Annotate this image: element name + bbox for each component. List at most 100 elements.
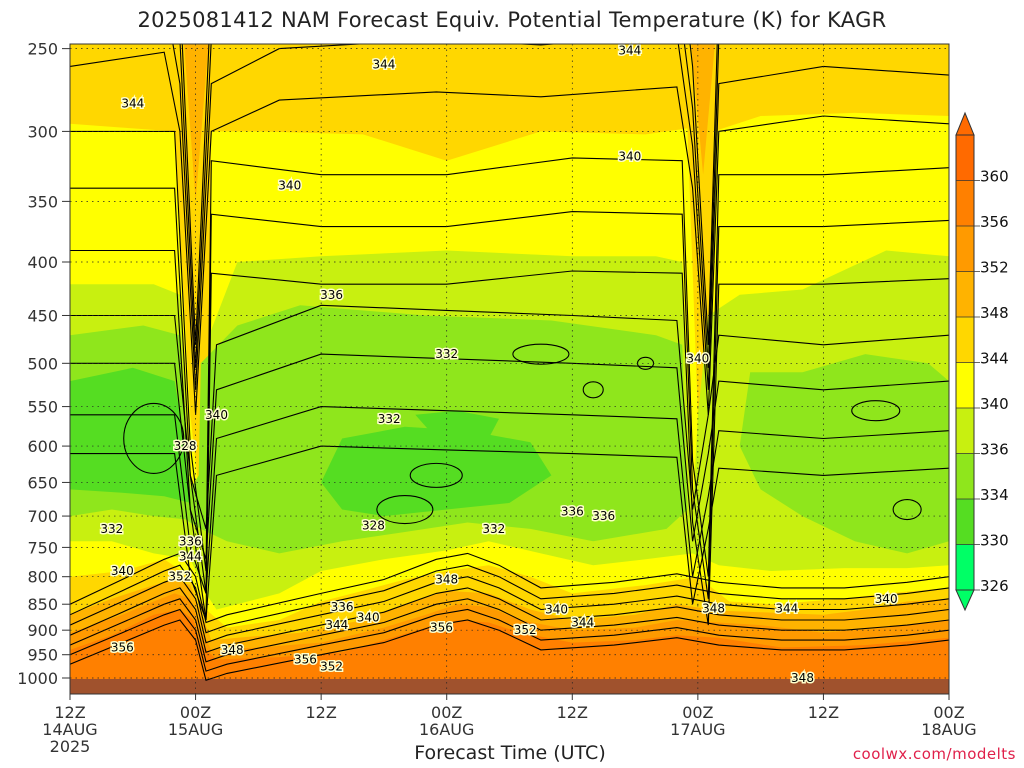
colorbar-swatch <box>956 499 974 545</box>
contour-upper-1 <box>179 44 720 368</box>
contour-label: 344 <box>121 96 144 110</box>
contour-cell-4 <box>851 400 901 422</box>
y-tick-label: 350 <box>27 192 58 211</box>
y-tick-label: 850 <box>27 595 58 614</box>
contour-label: 340 <box>357 610 380 624</box>
credit-link[interactable]: coolwx.com/modelts <box>852 745 1016 763</box>
contour-label: 348 <box>702 601 725 615</box>
chart-title: 2025081412 NAM Forecast Equiv. Potential… <box>137 8 887 32</box>
contour-label: 332 <box>100 522 123 536</box>
x-tick-label: 12Z <box>54 703 85 722</box>
y-tick-label: 400 <box>27 253 58 272</box>
contour-pbl-6 <box>70 619 949 682</box>
colorbar-swatch <box>956 135 974 181</box>
contour-label: 344 <box>571 616 594 630</box>
x-tick-label: 00Z <box>180 703 211 722</box>
contour-line-layer <box>70 44 949 682</box>
y-tick-label: 300 <box>27 122 58 141</box>
contour-label: 340 <box>545 603 568 617</box>
x-tick-label: 00Z <box>431 703 462 722</box>
contour-label: 344 <box>775 601 798 615</box>
x-tick-label: 18AUG <box>921 720 976 739</box>
x-tick-label: 00Z <box>682 703 713 722</box>
fill-band-334-west <box>70 305 688 554</box>
contour-label: 340 <box>875 592 898 606</box>
y-tick-label: 450 <box>27 306 58 325</box>
grid-layer <box>70 44 949 694</box>
contour-label: 332 <box>482 522 505 536</box>
x-tick-label: 15AUG <box>168 720 223 739</box>
y-tick-label: 550 <box>27 398 58 417</box>
colorbar-swatch <box>956 271 974 317</box>
y-tick-label: 900 <box>27 621 58 640</box>
contour-label: 340 <box>686 352 709 366</box>
x-tick-label: 2025 <box>50 737 91 756</box>
colorbar-label: 360 <box>980 168 1009 186</box>
contour-label: 352 <box>514 623 537 637</box>
contour-label: 340 <box>205 408 228 422</box>
y-axis: 250 300 350 400 450 500 550 600 650 700 750 800 850 9… <box>17 40 70 688</box>
colorbar-label: 330 <box>980 532 1009 550</box>
colorbar-extend-low <box>955 589 975 612</box>
contour-label: 348 <box>221 643 244 657</box>
contour-label: 336 <box>320 288 343 302</box>
fill-band-330-a <box>70 367 191 503</box>
x-tick-label: 16AUG <box>419 720 474 739</box>
y-tick-label: 650 <box>27 473 58 492</box>
contour-label: 344 <box>179 549 202 563</box>
y-tick-label: 750 <box>27 538 58 557</box>
contour-label: 344 <box>618 43 641 57</box>
ground-strip <box>70 679 949 694</box>
contour-label: 356 <box>294 652 317 666</box>
contour-label: 336 <box>179 534 202 548</box>
contour-low-mid-0 <box>70 304 949 530</box>
contour-label: 328 <box>362 519 385 533</box>
contour-pbl-3 <box>70 587 949 654</box>
contour-label: 336 <box>331 600 354 614</box>
y-tick-label: 500 <box>27 354 58 373</box>
colorbar-label: 344 <box>980 350 1009 368</box>
y-tick-label: 700 <box>27 507 58 526</box>
colorbar-swatch <box>956 408 974 454</box>
colorbar-extend-high <box>955 111 975 136</box>
colorbar: 326 330 334 336 340 344 348 352 356 360 <box>955 111 1009 612</box>
contour-label: 332 <box>378 412 401 426</box>
contour-label: 352 <box>168 570 191 584</box>
contour-label: 348 <box>791 671 814 685</box>
colorbar-label: 340 <box>980 395 1009 413</box>
colorbar-swatch <box>956 226 974 272</box>
contour-label: 340 <box>111 564 134 578</box>
contour-label: 344 <box>325 618 348 632</box>
x-tick-label: 17AUG <box>670 720 725 739</box>
x-tick-label: 12Z <box>305 703 336 722</box>
colorbar-swatch <box>956 180 974 226</box>
contour-pbl-1 <box>70 564 949 634</box>
contour-low-mid-1 <box>70 353 949 560</box>
contour-label: 340 <box>618 149 641 163</box>
fill-band-330-b <box>321 426 552 517</box>
contour-upper-2 <box>172 44 949 390</box>
contour-cell-1 <box>376 494 434 525</box>
y-tick-label: 950 <box>27 646 58 665</box>
contour-label: 352 <box>320 660 343 674</box>
contour-label: 356 <box>430 621 453 635</box>
contour-label: 356 <box>111 640 134 654</box>
contour-cell-6 <box>582 381 604 399</box>
contour-pbl-4 <box>70 598 949 663</box>
x-tick-label: 00Z <box>933 703 964 722</box>
contour-label: 340 <box>278 179 301 193</box>
plot-frame <box>69 43 950 695</box>
y-tick-label: 1000 <box>17 669 58 688</box>
colorbar-label: 336 <box>980 441 1009 459</box>
colorbar-label: 348 <box>980 304 1009 322</box>
fill-band-330-c <box>415 410 499 439</box>
contour-mid-1 <box>70 187 949 599</box>
contour-pbl-5 <box>70 608 949 672</box>
contour-mid-0 <box>70 130 949 577</box>
contour-upper-3 <box>70 51 949 415</box>
x-tick-label: 14AUG <box>42 720 97 739</box>
colorbar-label: 356 <box>980 213 1009 231</box>
contour-cell-3 <box>512 343 570 365</box>
